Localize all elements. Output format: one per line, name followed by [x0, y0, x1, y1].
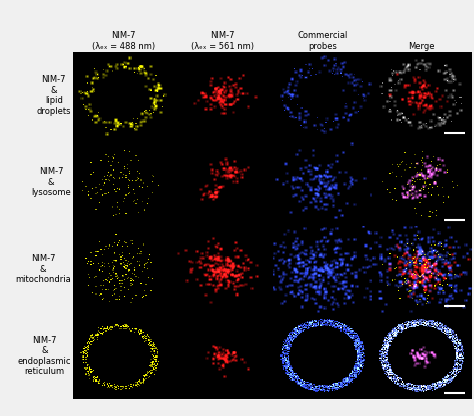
- Text: NIM-7
(λₑₓ = 561 nm): NIM-7 (λₑₓ = 561 nm): [191, 31, 254, 51]
- Text: NIM-7
&
lipid
droplets: NIM-7 & lipid droplets: [36, 75, 71, 116]
- Text: NIM-7
&
endoplasmic
reticulum: NIM-7 & endoplasmic reticulum: [18, 336, 71, 376]
- Text: NIM-7
&
mitochondria: NIM-7 & mitochondria: [15, 254, 71, 284]
- Text: Merge: Merge: [409, 42, 435, 51]
- Text: Commercial
probes: Commercial probes: [297, 31, 347, 51]
- Text: NIM-7
(λₑₓ = 488 nm): NIM-7 (λₑₓ = 488 nm): [91, 31, 155, 51]
- Text: NIM-7
&
lysosome: NIM-7 & lysosome: [31, 167, 71, 197]
